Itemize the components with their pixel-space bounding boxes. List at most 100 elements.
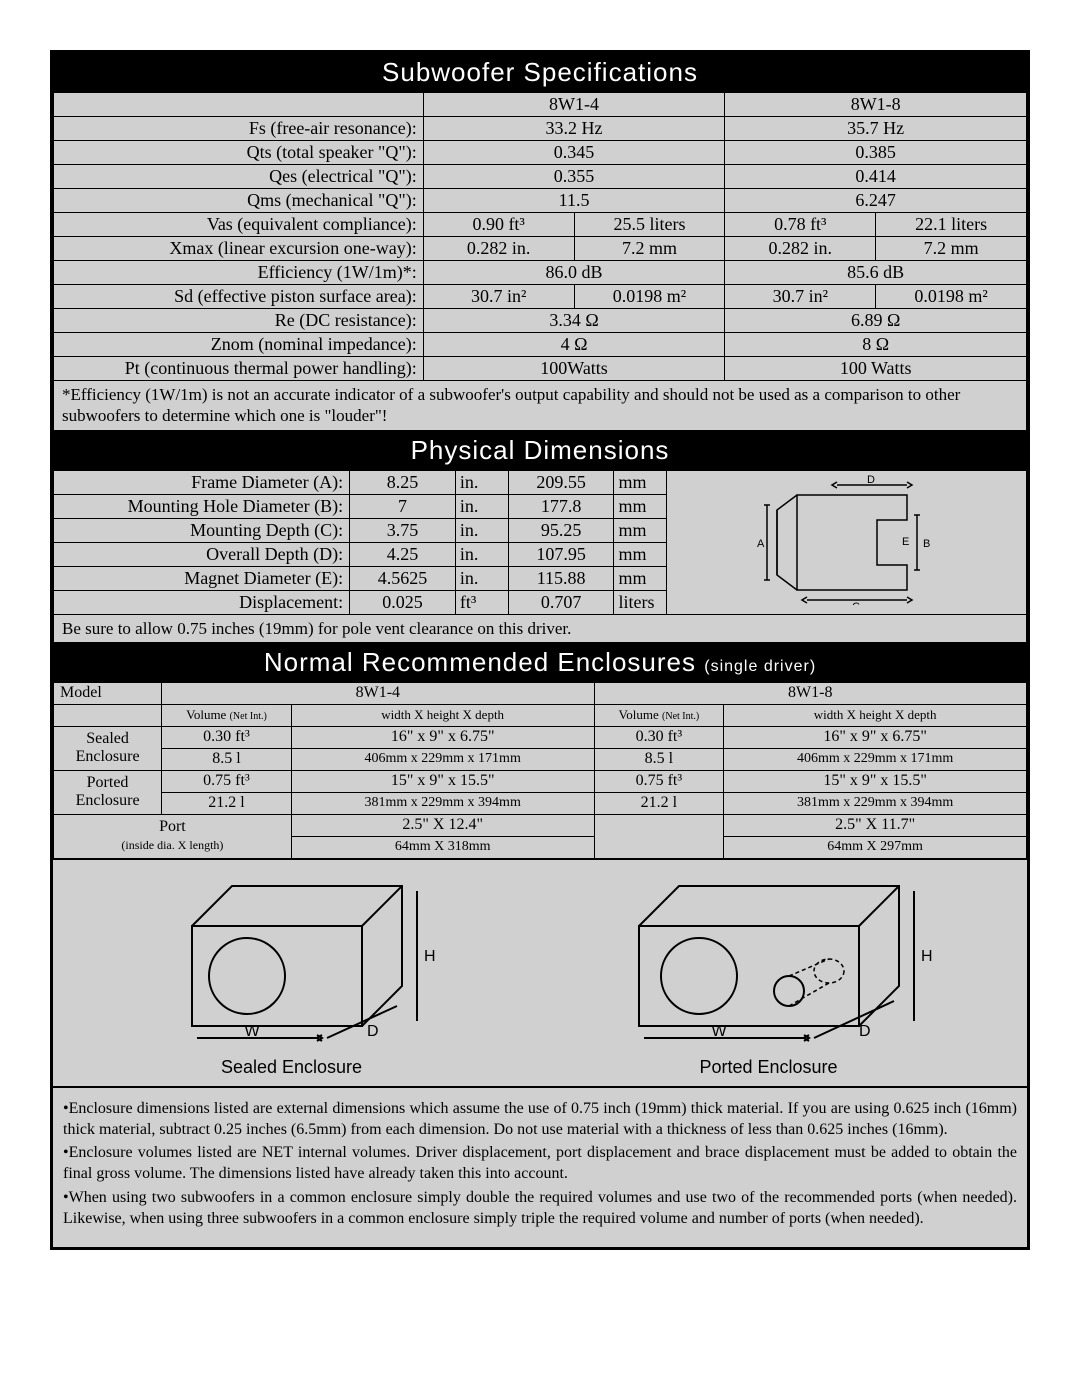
dim-value: 115.88 bbox=[508, 566, 614, 590]
dim-value: 4.25 bbox=[350, 542, 456, 566]
dim-unit: mm bbox=[614, 542, 667, 566]
enc-value: 381mm x 229mm x 394mm bbox=[724, 792, 1027, 814]
section-header-dims: Physical Dimensions bbox=[53, 431, 1027, 470]
diagram-caption: Ported Enclosure bbox=[599, 1057, 939, 1078]
enc-value: 8.5 l bbox=[594, 748, 724, 770]
spec-label: Qes (electrical "Q"): bbox=[54, 165, 424, 189]
efficiency-note: *Efficiency (1W/1m) is not an accurate i… bbox=[54, 381, 1027, 431]
dim-value: 8.25 bbox=[350, 470, 456, 494]
spec-value: 0.0198 m² bbox=[876, 285, 1027, 309]
spec-value: 30.7 in² bbox=[423, 285, 574, 309]
spec-value: 22.1 liters bbox=[876, 213, 1027, 237]
ported-label: Ported Enclosure bbox=[54, 770, 162, 814]
dim-unit: mm bbox=[614, 494, 667, 518]
empty-cell bbox=[54, 704, 162, 726]
spec-value: 86.0 dB bbox=[423, 261, 725, 285]
dim-value: 95.25 bbox=[508, 518, 614, 542]
enc-value: 381mm x 229mm x 394mm bbox=[291, 792, 594, 814]
enclosures-table: Model 8W1-4 8W1-8 Volume (Net Int.) widt… bbox=[53, 682, 1027, 859]
svg-text:W: W bbox=[711, 1023, 727, 1040]
svg-text:D: D bbox=[867, 475, 875, 486]
enc-value: 2.5" X 12.4" bbox=[291, 814, 594, 836]
spec-value: 100Watts bbox=[423, 357, 725, 381]
enc-value: 406mm x 229mm x 171mm bbox=[291, 748, 594, 770]
spec-value: 0.282 in. bbox=[725, 237, 876, 261]
note-text: •When using two subwoofers in a common e… bbox=[63, 1188, 1017, 1230]
model-a: 8W1-4 bbox=[162, 682, 594, 704]
dim-label: Frame Diameter (A): bbox=[54, 470, 350, 494]
spec-value: 0.414 bbox=[725, 165, 1027, 189]
spec-label: Qms (mechanical "Q"): bbox=[54, 189, 424, 213]
section-header-specs: Subwoofer Specifications bbox=[53, 53, 1027, 92]
spec-value: 30.7 in² bbox=[725, 285, 876, 309]
spec-label: Efficiency (1W/1m)*: bbox=[54, 261, 424, 285]
spec-value: 33.2 Hz bbox=[423, 117, 725, 141]
diagram-caption: Sealed Enclosure bbox=[142, 1057, 442, 1078]
note-text: •Enclosure volumes listed are NET intern… bbox=[63, 1143, 1017, 1185]
svg-text:H: H bbox=[921, 948, 933, 965]
enc-value: 16" x 9" x 6.75" bbox=[724, 726, 1027, 748]
spec-value: 35.7 Hz bbox=[725, 117, 1027, 141]
svg-text:H: H bbox=[424, 948, 436, 965]
svg-text:C: C bbox=[852, 601, 860, 605]
enc-value: 0.75 ft³ bbox=[594, 770, 724, 792]
enc-value: 8.5 l bbox=[162, 748, 292, 770]
enc-value: 15" x 9" x 15.5" bbox=[291, 770, 594, 792]
dim-label: Overall Depth (D): bbox=[54, 542, 350, 566]
spec-label: Vas (equivalent compliance): bbox=[54, 213, 424, 237]
model-label: Model bbox=[54, 682, 162, 704]
sealed-label: Sealed Enclosure bbox=[54, 726, 162, 770]
dim-value: 4.5625 bbox=[350, 566, 456, 590]
spec-value: 3.34 Ω bbox=[423, 309, 725, 333]
svg-text:D: D bbox=[859, 1023, 871, 1040]
spec-value: 85.6 dB bbox=[725, 261, 1027, 285]
spec-value: 0.282 in. bbox=[423, 237, 574, 261]
enc-value: 2.5" X 11.7" bbox=[724, 814, 1027, 836]
spec-value: 6.247 bbox=[725, 189, 1027, 213]
vol-header: Volume (Net Int.) bbox=[162, 704, 292, 726]
dim-unit: in. bbox=[455, 518, 508, 542]
enc-value: 21.2 l bbox=[594, 792, 724, 814]
dim-value: 3.75 bbox=[350, 518, 456, 542]
speaker-diagram: A B E C D bbox=[667, 470, 1027, 614]
spec-value: 11.5 bbox=[423, 189, 725, 213]
enc-value: 16" x 9" x 6.75" bbox=[291, 726, 594, 748]
enc-value: 406mm x 229mm x 171mm bbox=[724, 748, 1027, 770]
dim-value: 0.707 bbox=[508, 590, 614, 614]
spec-value: 0.345 bbox=[423, 141, 725, 165]
spec-value: 100 Watts bbox=[725, 357, 1027, 381]
enclosure-diagrams: H W D Sealed Enclosure bbox=[53, 859, 1027, 1086]
dim-unit: in. bbox=[455, 470, 508, 494]
port-label: Port (inside dia. X length) bbox=[54, 814, 292, 858]
svg-text:E: E bbox=[902, 536, 909, 548]
dim-value: 107.95 bbox=[508, 542, 614, 566]
sealed-enclosure-diagram: H W D Sealed Enclosure bbox=[142, 876, 442, 1078]
spec-label: Xmax (linear excursion one-way): bbox=[54, 237, 424, 261]
spec-label: Pt (continuous thermal power handling): bbox=[54, 357, 424, 381]
spec-value: 6.89 Ω bbox=[725, 309, 1027, 333]
empty-cell bbox=[594, 814, 724, 858]
page-container: Subwoofer Specifications 8W1-4 8W1-8 Fs … bbox=[50, 50, 1030, 1250]
spec-value: 0.90 ft³ bbox=[423, 213, 574, 237]
svg-text:A: A bbox=[757, 538, 765, 550]
empty-cell bbox=[54, 93, 424, 117]
spec-value: 0.355 bbox=[423, 165, 725, 189]
dim-label: Magnet Diameter (E): bbox=[54, 566, 350, 590]
spec-value: 4 Ω bbox=[423, 333, 725, 357]
dim-value: 177.8 bbox=[508, 494, 614, 518]
enc-value: 0.75 ft³ bbox=[162, 770, 292, 792]
dim-unit: liters bbox=[614, 590, 667, 614]
enc-value: 0.30 ft³ bbox=[162, 726, 292, 748]
spec-value: 0.78 ft³ bbox=[725, 213, 876, 237]
spec-value: 25.5 liters bbox=[574, 213, 725, 237]
spec-value: 8 Ω bbox=[725, 333, 1027, 357]
dim-value: 7 bbox=[350, 494, 456, 518]
note-text: •Enclosure dimensions listed are externa… bbox=[63, 1099, 1017, 1141]
dim-value: 0.025 bbox=[350, 590, 456, 614]
spec-value: 7.2 mm bbox=[876, 237, 1027, 261]
spec-label: Qts (total speaker "Q"): bbox=[54, 141, 424, 165]
dim-label: Mounting Depth (C): bbox=[54, 518, 350, 542]
spec-value: 0.0198 m² bbox=[574, 285, 725, 309]
dims-table: Frame Diameter (A): 8.25 in. 209.55 mm A bbox=[53, 470, 1027, 643]
header-text: Subwoofer Specifications bbox=[382, 57, 698, 87]
